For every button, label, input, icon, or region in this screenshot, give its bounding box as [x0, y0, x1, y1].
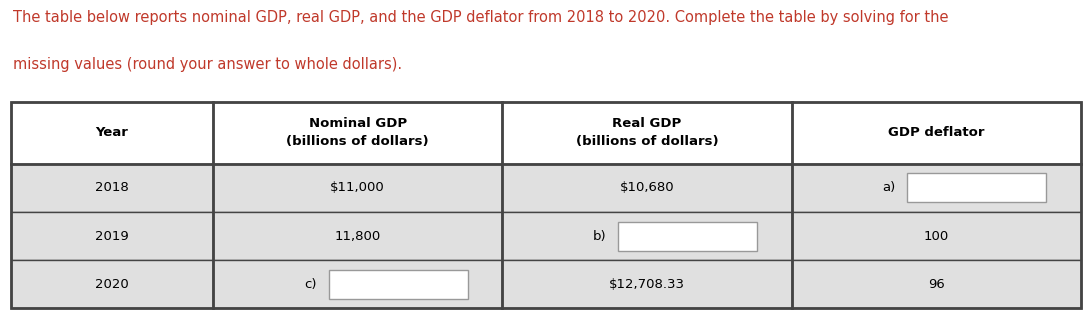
Bar [213, 212, 502, 260]
Bar [502, 260, 792, 308]
Bar [329, 270, 467, 299]
Bar [792, 212, 1081, 260]
Text: $10,680: $10,680 [619, 181, 675, 194]
Bar [11, 164, 213, 212]
Bar [502, 212, 792, 260]
Text: a): a) [882, 181, 895, 194]
Bar [11, 212, 213, 260]
Bar [792, 164, 1081, 212]
Bar [213, 164, 502, 212]
Text: 100: 100 [924, 230, 949, 243]
Text: $11,000: $11,000 [330, 181, 385, 194]
Text: b): b) [593, 230, 606, 243]
Text: 2018: 2018 [95, 181, 129, 194]
Bar [502, 164, 792, 212]
Bar [907, 173, 1046, 202]
Text: 2019: 2019 [95, 230, 129, 243]
Text: c): c) [305, 278, 317, 291]
Bar [618, 222, 757, 251]
Bar [11, 102, 213, 164]
Text: Year: Year [95, 126, 129, 139]
Text: GDP deflator: GDP deflator [888, 126, 985, 139]
Text: 2020: 2020 [95, 278, 129, 291]
Bar [213, 102, 502, 164]
Text: 96: 96 [928, 278, 945, 291]
Text: The table below reports nominal GDP, real GDP, and the GDP deflator from 2018 to: The table below reports nominal GDP, rea… [13, 10, 949, 24]
Bar [792, 102, 1081, 164]
Bar [11, 260, 213, 308]
Bar [213, 260, 502, 308]
Text: Nominal GDP
(billions of dollars): Nominal GDP (billions of dollars) [286, 117, 429, 148]
Text: missing values (round your answer to whole dollars).: missing values (round your answer to who… [13, 57, 402, 72]
Bar [792, 260, 1081, 308]
Text: Real GDP
(billions of dollars): Real GDP (billions of dollars) [575, 117, 719, 148]
Bar [11, 102, 1081, 308]
Text: 11,800: 11,800 [334, 230, 381, 243]
Bar [502, 102, 792, 164]
Text: $12,708.33: $12,708.33 [609, 278, 685, 291]
